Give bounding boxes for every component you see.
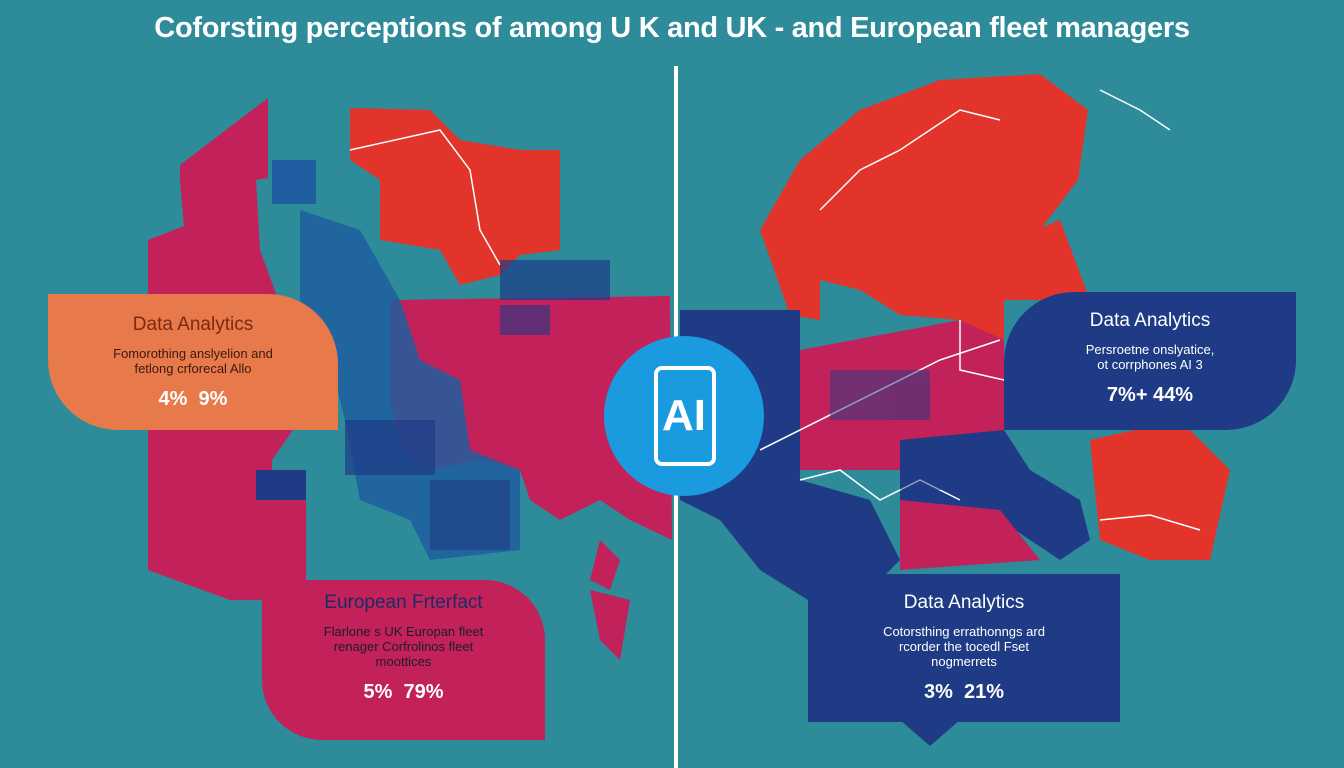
europe-red-balkan [900,500,1040,570]
left-islands [590,540,620,590]
description-line: moottices [375,654,432,669]
description-line: fetlong crforecal Allo [134,361,252,376]
description-line: Fomorothing anslyelion and [113,346,273,361]
description-line: Persroetne onslyatice, [1085,342,1215,357]
left-red-region [350,108,560,285]
card-values: 4% 9% [158,388,228,410]
description-line: nogmerrets [931,654,997,669]
card-values: 7%+ 44% [1106,384,1194,406]
card-description: Cotorsthing errathonngs ard rcorder the … [808,624,1120,669]
lower-data-analytics-card: Data Analytics Cotorsthing errathonngs a… [808,574,1120,722]
european-interfact-card: European Frterfact Flarlone s UK Europan… [262,580,545,740]
description-line: Flarlone s UK Europan fleet [323,624,484,639]
card-description: Persroetne onslyatice, ot corrphones AI … [1004,342,1296,372]
card-heading: Data Analytics [132,314,254,335]
card-heading: European Frterfact [324,592,483,613]
card-description: Flarlone s UK Europan fleet renager Corf… [262,624,545,669]
page-title: Coforsting perceptions of among U K and … [154,12,1190,44]
left-dot-pattern [272,160,610,550]
europe-borders [759,89,1201,531]
card-description: Fomorothing anslyelion and fetlong crfor… [48,346,338,376]
description-line: ot corrphones AI 3 [1097,357,1203,372]
ai-label: AI [662,391,706,440]
ai-badge: AI [604,336,764,496]
card-pointer [900,720,960,746]
uk-data-analytics-card: Data Analytics Fomorothing anslyelion an… [48,294,338,430]
europe-dot-pattern [830,370,990,490]
europe-data-analytics-card: Data Analytics Persroetne onslyatice, ot… [1004,292,1296,430]
card-heading: Data Analytics [903,592,1025,613]
description-line: rcorder the tocedl Fset [898,639,1030,654]
description-line: Cotorsthing errathonngs ard [883,624,1045,639]
card-values: 3% 21% [923,681,1005,703]
europe-red-southeast [1090,420,1230,560]
uk-east-region [390,296,672,540]
ai-chip-icon [654,366,716,466]
description-line: renager Corfrolinos fleet [333,639,474,654]
card-heading: Data Analytics [1089,310,1211,331]
uk-navy-block [256,470,306,500]
card-values: 5% 79% [363,681,444,703]
